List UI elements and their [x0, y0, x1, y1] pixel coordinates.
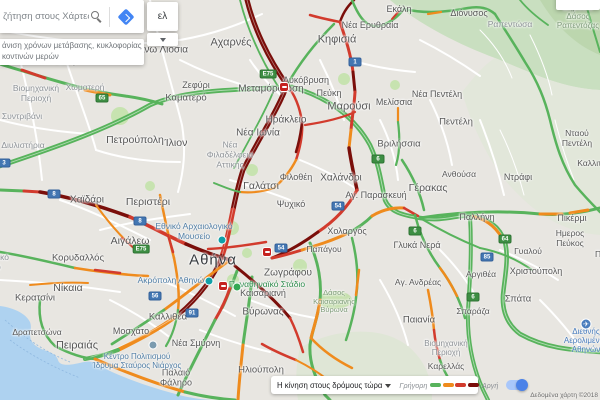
- toggle-knob: [516, 379, 529, 391]
- info-line-2: κοντινών μερών: [2, 52, 59, 61]
- road-closure-icon[interactable]: [218, 281, 228, 291]
- legend-color-scale: [430, 383, 479, 387]
- route-shield: 8: [133, 216, 147, 226]
- language-caret-button[interactable]: [147, 33, 178, 46]
- route-shield: 1: [348, 57, 362, 67]
- route-shield: 3: [0, 158, 11, 168]
- search-input[interactable]: ζήτηση στους Χάρτες Googl: [3, 11, 89, 22]
- route-shield: 6: [408, 226, 422, 236]
- chevron-down-icon: [159, 37, 166, 42]
- route-shield: 91: [185, 308, 199, 318]
- traffic-toggle[interactable]: [506, 379, 529, 391]
- route-shield: 56: [148, 291, 162, 301]
- stadium-poi-icon[interactable]: [232, 282, 242, 292]
- route-shield: E75: [132, 244, 150, 254]
- route-shield: 54: [331, 201, 345, 211]
- traffic-legend-dropdown[interactable]: Η κίνηση στους δρόμους τώρα: [277, 380, 392, 390]
- map-control-partial[interactable]: [556, 0, 600, 10]
- route-shield: 8: [47, 189, 61, 199]
- legend-fast-label: Γρήγορη: [399, 380, 428, 390]
- legend-swatch: [455, 383, 467, 387]
- route-shield: 6: [371, 154, 385, 164]
- traffic-legend-label: Η κίνηση στους δρόμους τώρα: [277, 380, 383, 390]
- airport-icon: ✈: [580, 318, 592, 330]
- language-button[interactable]: ελ: [147, 2, 178, 31]
- search-icon[interactable]: [89, 9, 105, 25]
- legend-swatch: [467, 383, 479, 387]
- search-card: ζήτηση στους Χάρτες Googl: [0, 0, 144, 33]
- directions-button[interactable]: [116, 7, 136, 27]
- route-shield: 6: [466, 292, 480, 302]
- route-shield: 65: [95, 93, 109, 103]
- road-closure-icon[interactable]: [279, 82, 289, 92]
- route-shield: 54: [274, 243, 288, 253]
- search-divider: [109, 6, 110, 27]
- legend-swatch: [442, 383, 454, 387]
- road-closure-icon[interactable]: [262, 247, 272, 257]
- traffic-legend: Η κίνηση στους δρόμους τώρα Γρήγορη Αργή: [271, 376, 529, 394]
- map-attribution: Δεδομένα χάρτη ©2018: [530, 392, 598, 399]
- legend-slow-label: Αργή: [481, 380, 499, 390]
- language-code: ελ: [157, 11, 168, 22]
- route-shield: E75: [259, 69, 277, 79]
- chevron-down-icon: [385, 383, 392, 388]
- legend-swatch: [430, 383, 442, 387]
- acropolis-poi-icon[interactable]: [204, 276, 214, 286]
- culture-center-poi-icon[interactable]: [148, 340, 158, 350]
- route-shield: 85: [480, 252, 494, 262]
- route-shield: 64: [498, 234, 512, 244]
- museum-poi-icon[interactable]: [217, 235, 227, 245]
- traffic-info-bar[interactable]: άνιση χρόνων μετάβασης, κυκλοφορίας κοντ…: [0, 39, 144, 65]
- info-line-1: άνιση χρόνων μετάβασης, κυκλοφορίας: [2, 41, 142, 51]
